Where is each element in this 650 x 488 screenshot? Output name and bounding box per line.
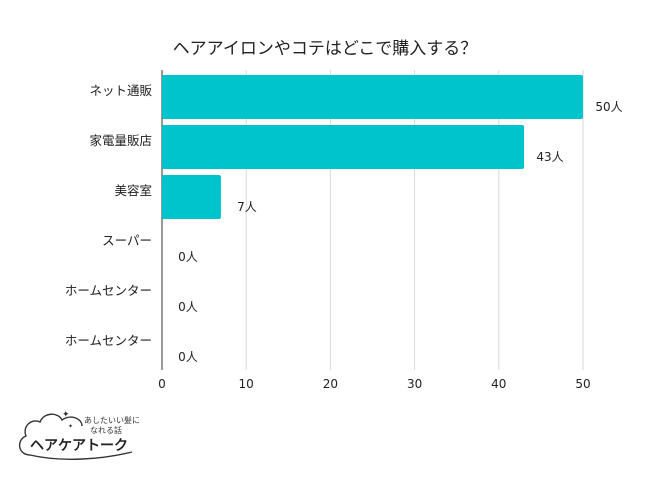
category-label: 美容室 — [114, 183, 152, 198]
data-label: 7人 — [237, 200, 257, 214]
logo-tagline-line2: なれる話 — [90, 425, 122, 435]
x-tick-labels: 0 10 20 30 40 50 — [158, 377, 590, 391]
bar — [162, 175, 221, 219]
x-tick-label: 30 — [407, 377, 422, 391]
x-tick-label: 40 — [491, 377, 506, 391]
x-tick-label: 50 — [575, 377, 590, 391]
data-label: 50人 — [595, 100, 622, 114]
data-label: 0人 — [178, 350, 198, 364]
category-label: 家電量販店 — [89, 133, 152, 148]
data-labels: 50人 43人 7人 0人 0人 0人 — [178, 100, 622, 364]
logo-sparkle-icon: ✦ — [62, 410, 70, 420]
data-label: 43人 — [536, 150, 563, 164]
chart-title: ヘアアイロンやコテはどこで購入する？ — [173, 39, 478, 59]
bar — [162, 125, 525, 169]
category-label: ホームセンター — [65, 283, 152, 298]
logo-name: ヘアケアトーク — [30, 438, 128, 454]
x-tick-label: 20 — [323, 377, 338, 391]
logo-tagline-line1: あしたいい髪に — [84, 415, 140, 425]
data-label: 0人 — [178, 250, 198, 264]
category-label: ホームセンター — [65, 333, 152, 348]
bar — [162, 75, 583, 119]
bars — [162, 75, 583, 219]
data-label: 0人 — [178, 300, 198, 314]
grid-lines — [161, 70, 584, 370]
logo-cloud-outline — [19, 413, 83, 456]
logo-sparkle-small-icon: ✦ — [68, 423, 73, 430]
x-tick-label: 10 — [239, 377, 254, 391]
category-label: ネット通販 — [89, 83, 152, 98]
category-label: スーパー — [102, 233, 152, 248]
brand-logo: ✦ ✦ あしたいい髪に なれる話 ヘアケアトーク — [19, 410, 140, 460]
logo-swoosh — [29, 451, 133, 460]
x-tick-label: 0 — [158, 377, 166, 391]
